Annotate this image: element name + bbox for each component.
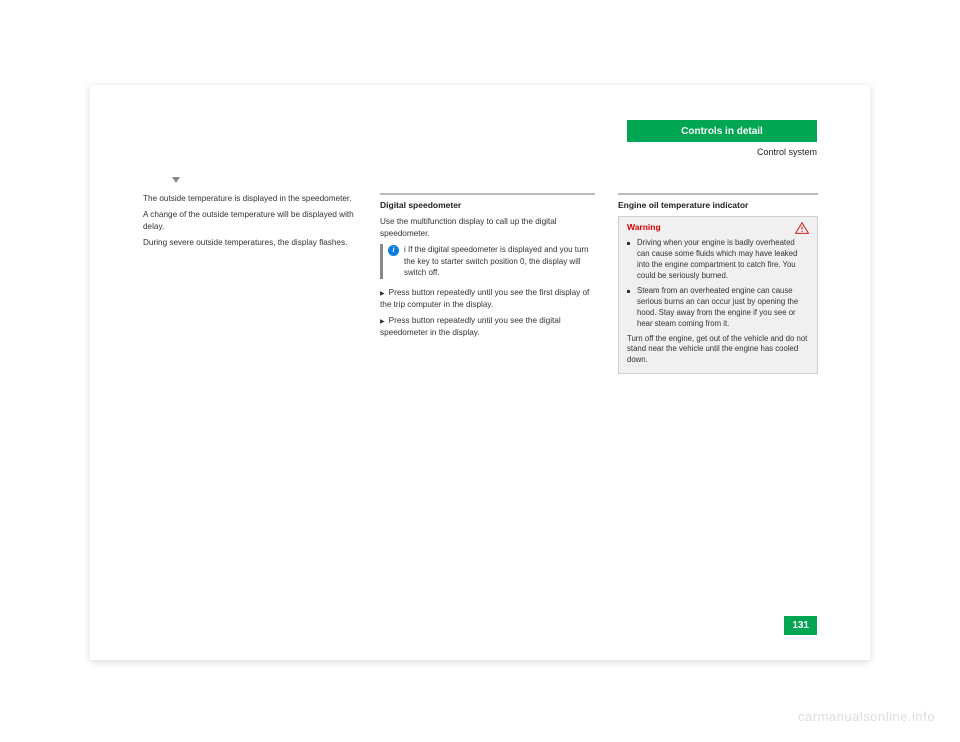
col2-p1: Use the multifunction display to call up… <box>380 216 595 240</box>
manual-page: Controls in detail Control system The ou… <box>90 85 870 660</box>
section-tab: Controls in detail <box>627 120 817 142</box>
column-3: Engine oil temperature indicator Warning… <box>618 193 818 374</box>
section-subheader: Control system <box>757 147 817 157</box>
col2-b1: Press button repeatedly until you see th… <box>380 287 595 311</box>
col1-p3: During severe outside temperatures, the … <box>143 237 358 249</box>
warning-item: Driving when your engine is badly overhe… <box>627 238 809 282</box>
info-note: i i If the digital speedometer is displa… <box>380 244 595 279</box>
info-text: i If the digital speedometer is displaye… <box>404 244 595 279</box>
warning-tail: Turn off the engine, get out of the vehi… <box>627 334 809 367</box>
info-bar <box>380 244 383 279</box>
page-number-value: 131 <box>792 620 809 631</box>
column-2: Digital speedometer Use the multifunctio… <box>380 193 595 342</box>
continuation-arrow-icon <box>172 177 180 183</box>
section-tab-label: Controls in detail <box>681 126 763 137</box>
warning-header: Warning <box>619 217 817 236</box>
column-rule <box>618 193 818 195</box>
warning-triangle-icon <box>795 222 809 234</box>
col2-b2: Press button repeatedly until you see th… <box>380 315 595 339</box>
column-1: The outside temperature is displayed in … <box>143 193 358 253</box>
warning-body: Driving when your engine is badly overhe… <box>619 236 817 373</box>
col3-heading: Engine oil temperature indicator <box>618 199 818 211</box>
info-icon: i <box>388 245 399 256</box>
col1-p2: A change of the outside temperature will… <box>143 209 358 233</box>
column-rule <box>380 193 595 195</box>
col2-heading: Digital speedometer <box>380 199 595 211</box>
warning-item: Steam from an overheated engine can caus… <box>627 286 809 330</box>
warning-list: Driving when your engine is badly overhe… <box>627 238 809 329</box>
watermark: carmanualsonline.info <box>798 709 935 724</box>
warning-title: Warning <box>627 222 661 234</box>
page-number: 131 <box>784 616 817 635</box>
col1-p1: The outside temperature is displayed in … <box>143 193 358 205</box>
warning-box: Warning Driving when your engine is badl… <box>618 216 818 374</box>
